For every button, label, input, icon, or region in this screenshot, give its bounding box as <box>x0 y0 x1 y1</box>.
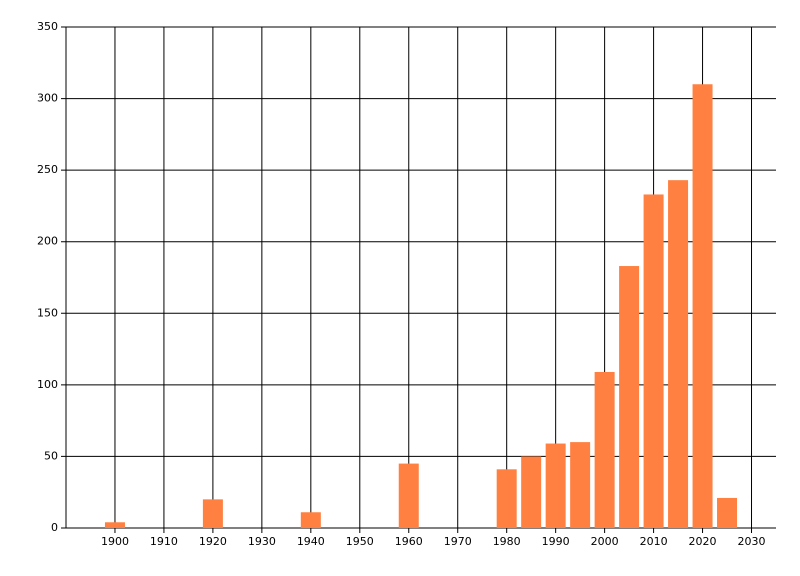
x-tick-label: 2020 <box>689 535 717 548</box>
x-tick-label: 1920 <box>199 535 227 548</box>
bar <box>521 456 542 528</box>
y-tick-label: 350 <box>37 20 58 33</box>
y-tick-label: 0 <box>51 521 58 534</box>
bar <box>570 442 591 528</box>
x-tick-label: 1950 <box>346 535 374 548</box>
x-tick-label: 1900 <box>101 535 129 548</box>
bar <box>594 371 615 528</box>
bar <box>398 463 419 528</box>
y-tick-label: 50 <box>44 449 58 462</box>
bar <box>692 84 713 528</box>
x-tick-label: 1980 <box>493 535 521 548</box>
bar <box>668 180 689 529</box>
y-tick-label: 100 <box>37 378 58 391</box>
bar <box>496 469 517 528</box>
x-tick-label: 1990 <box>542 535 570 548</box>
bar <box>202 499 223 528</box>
x-tick-label: 2010 <box>640 535 668 548</box>
bar <box>619 266 640 528</box>
bar <box>643 194 664 528</box>
x-tick-label: 2030 <box>738 535 766 548</box>
x-tick-label: 1970 <box>444 535 472 548</box>
x-tick-label: 1930 <box>248 535 276 548</box>
x-tick-label: 1960 <box>395 535 423 548</box>
bar <box>545 443 566 528</box>
x-tick-label: 1940 <box>297 535 325 548</box>
bar <box>104 522 125 528</box>
y-tick-label: 250 <box>37 163 58 176</box>
y-tick-label: 200 <box>37 235 58 248</box>
x-tick-label: 2000 <box>591 535 619 548</box>
bar <box>300 512 321 528</box>
y-tick-label: 300 <box>37 92 58 105</box>
x-tick-label: 1910 <box>150 535 178 548</box>
y-tick-label: 150 <box>37 306 58 319</box>
bar <box>717 497 738 528</box>
